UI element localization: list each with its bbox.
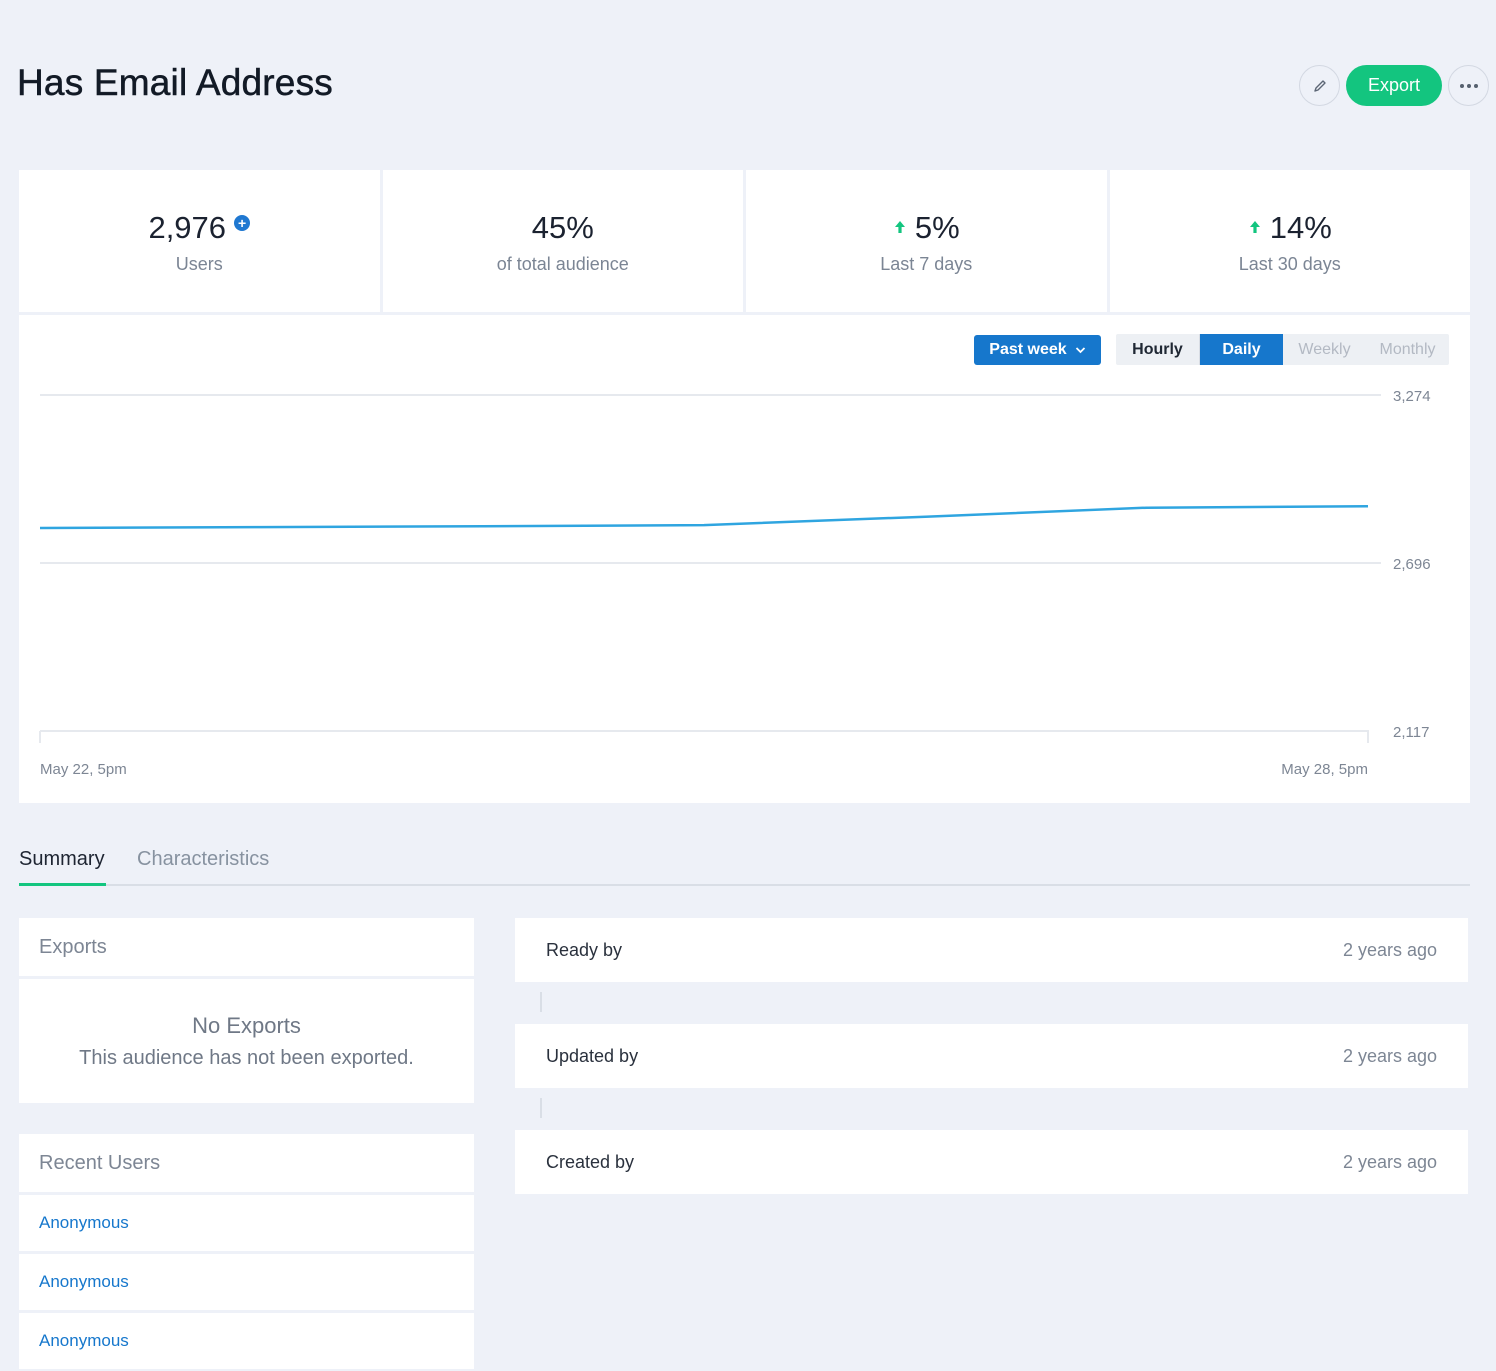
range-dropdown[interactable]: Past week bbox=[974, 335, 1101, 365]
stat-label: Users bbox=[175, 253, 223, 274]
recent-user-link[interactable]: Anonymous bbox=[19, 1195, 474, 1251]
line-chart: 3,274 2,696 2,117 May 22, 5pm May 28, 5p… bbox=[39, 388, 1431, 778]
empty-subtitle: This audience has not been exported. bbox=[79, 1046, 414, 1069]
plus-circle-icon[interactable]: + bbox=[234, 214, 251, 231]
recent-users-header: Recent Users bbox=[19, 1134, 474, 1192]
granularity-weekly[interactable]: Weekly bbox=[1298, 340, 1351, 358]
stat-users: 2,976 + Users bbox=[19, 170, 380, 312]
granularity-monthly[interactable]: Monthly bbox=[1379, 340, 1436, 358]
meta-row-created: Created by 2 years ago bbox=[515, 1130, 1468, 1194]
tab-characteristics[interactable]: Characteristics bbox=[137, 848, 270, 870]
stat-audience-share: 45% of total audience bbox=[382, 170, 743, 312]
meta-value: 2 years ago bbox=[1342, 1045, 1437, 1066]
series-line-users bbox=[39, 504, 1369, 530]
recent-user-link[interactable]: Anonymous bbox=[19, 1254, 474, 1310]
x-tick-label-end: May 28, 5pm bbox=[1281, 761, 1368, 778]
meta-value: 2 years ago bbox=[1342, 1151, 1437, 1172]
chevron-down-icon bbox=[1075, 347, 1085, 354]
stat-cards: 2,976 + Users 45% of total audience 5% L… bbox=[19, 170, 1470, 312]
tab-bar: Summary Characteristics bbox=[19, 846, 1470, 886]
meta-row-updated: Updated by 2 years ago bbox=[515, 1024, 1468, 1088]
meta-label: Updated by bbox=[546, 1045, 639, 1066]
stat-value: 5% bbox=[914, 209, 960, 245]
stat-label: Last 7 days bbox=[880, 253, 973, 274]
stat-value: 2,976 bbox=[148, 209, 227, 245]
more-icon bbox=[1459, 83, 1478, 88]
stat-last-30-days: 14% Last 30 days bbox=[1109, 170, 1470, 312]
export-button[interactable]: Export bbox=[1346, 65, 1442, 106]
granularity-toggle: Hourly Daily Weekly Monthly bbox=[1116, 334, 1449, 365]
recent-user-link[interactable]: Anonymous bbox=[19, 1313, 474, 1369]
exports-header: Exports bbox=[19, 918, 474, 976]
more-button[interactable] bbox=[1448, 65, 1489, 106]
granularity-hourly[interactable]: Hourly bbox=[1116, 334, 1200, 365]
header-actions: Export bbox=[1299, 65, 1489, 106]
y-tick-label-bottom: 2,117 bbox=[1393, 724, 1429, 741]
pencil-icon bbox=[1313, 79, 1326, 92]
arrow-up-icon bbox=[1249, 220, 1260, 233]
stat-value: 14% bbox=[1269, 209, 1332, 245]
stat-last-7-days: 5% Last 7 days bbox=[746, 170, 1107, 312]
stat-label: Last 30 days bbox=[1238, 253, 1341, 274]
meta-value: 2 years ago bbox=[1342, 939, 1437, 960]
stat-label: of total audience bbox=[496, 253, 629, 274]
y-tick-label-mid: 2,696 bbox=[1393, 556, 1431, 573]
meta-row-ready: Ready by 2 years ago bbox=[515, 918, 1468, 982]
range-label: Past week bbox=[989, 341, 1067, 358]
tab-summary[interactable]: Summary bbox=[19, 848, 106, 886]
exports-empty-state: No Exports This audience has not been ex… bbox=[19, 979, 474, 1103]
recent-users-title: Recent Users bbox=[39, 1151, 161, 1174]
page-title: Has Email Address bbox=[17, 62, 333, 104]
granularity-daily[interactable]: Daily bbox=[1200, 334, 1283, 365]
arrow-up-icon bbox=[894, 220, 905, 233]
edit-button[interactable] bbox=[1299, 65, 1340, 106]
y-tick-label-top: 3,274 bbox=[1393, 388, 1431, 405]
timeline-connector bbox=[540, 992, 542, 1012]
stat-value: 45% bbox=[531, 209, 594, 245]
chart-panel: Past week Hourly Daily Weekly Monthly 3,… bbox=[19, 315, 1470, 803]
exports-title: Exports bbox=[39, 935, 107, 958]
meta-label: Ready by bbox=[546, 939, 623, 960]
timeline-connector bbox=[540, 1098, 542, 1118]
empty-title: No Exports bbox=[192, 1012, 301, 1038]
x-tick-label-start: May 22, 5pm bbox=[40, 761, 127, 778]
meta-label: Created by bbox=[546, 1151, 635, 1172]
